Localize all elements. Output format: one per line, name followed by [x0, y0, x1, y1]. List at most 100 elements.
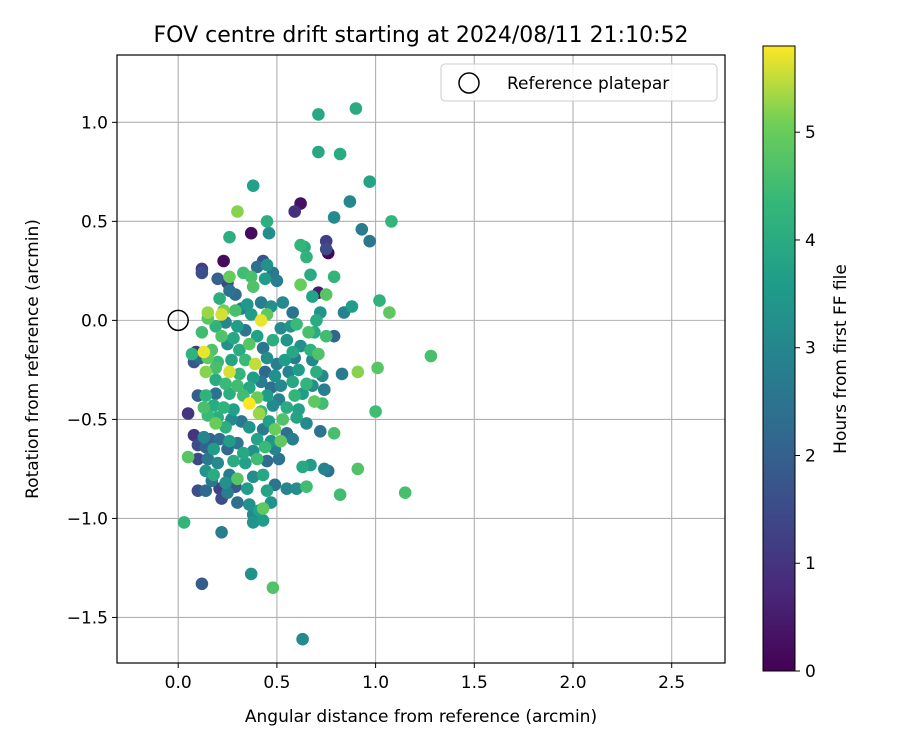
data-point [250, 452, 264, 466]
colorbar-tick-label: 3 [805, 339, 816, 359]
data-point [288, 389, 302, 402]
data-point [314, 425, 327, 438]
data-point [252, 407, 266, 420]
data-point [266, 399, 280, 412]
data-point [199, 389, 213, 402]
y-tick-label: −1.5 [67, 608, 108, 628]
data-point [246, 280, 260, 294]
data-point [260, 454, 274, 468]
data-point [270, 274, 284, 288]
data-point [250, 260, 264, 274]
data-point [260, 258, 274, 272]
data-point [266, 581, 280, 594]
colorbar-tick-label: 4 [805, 231, 816, 251]
data-points [177, 102, 438, 646]
data-point [243, 397, 256, 410]
data-point [199, 365, 213, 379]
data-point [244, 308, 258, 321]
data-point [292, 363, 305, 377]
colorbar-tick-label: 1 [805, 554, 816, 574]
data-point [280, 482, 294, 496]
y-tick-label: 1.0 [81, 113, 108, 133]
data-point [274, 434, 288, 448]
data-point [246, 179, 260, 192]
data-point [195, 326, 209, 339]
data-point [296, 460, 309, 474]
data-point [207, 442, 220, 456]
data-point [187, 428, 201, 442]
data-point [221, 486, 234, 500]
data-point [262, 226, 276, 240]
colorbar: 0 1 2 3 4 5 Hours from first FF file [762, 45, 851, 682]
legend-entry-reference: Reference platepar [507, 74, 669, 94]
y-tick-label: 0.0 [81, 311, 108, 331]
data-point [215, 308, 228, 321]
data-point [231, 205, 244, 218]
data-point [274, 379, 288, 393]
legend-reference-marker [458, 72, 480, 94]
data-point [223, 270, 236, 284]
legend: Reference platepar [440, 63, 718, 102]
data-point [250, 329, 264, 343]
data-point [258, 365, 272, 379]
data-point [256, 514, 270, 527]
data-point [241, 482, 254, 496]
data-point [211, 456, 224, 470]
data-point [424, 349, 438, 363]
y-tick-label: 0.5 [81, 212, 108, 232]
data-point [219, 377, 232, 391]
data-point [308, 395, 321, 408]
data-point [258, 272, 272, 286]
data-point [319, 329, 333, 343]
data-point [209, 373, 222, 387]
data-point [254, 296, 268, 309]
data-point [371, 361, 384, 375]
data-point [223, 434, 236, 448]
data-point [306, 290, 319, 303]
data-point [237, 446, 250, 460]
data-point [223, 365, 236, 379]
data-point [256, 341, 270, 355]
data-point [280, 401, 294, 414]
data-point [197, 430, 211, 444]
data-point [219, 421, 232, 434]
y-axis-ticks: −1.5 −1.0 −0.5 0.0 0.5 1.0 [67, 113, 117, 628]
data-point [290, 482, 303, 496]
data-point [256, 502, 270, 515]
data-point [244, 567, 258, 581]
data-point [223, 387, 236, 401]
data-point [181, 407, 195, 420]
data-point [241, 298, 254, 311]
data-point [227, 403, 240, 416]
data-point [333, 147, 347, 161]
colorbar-tick-label: 2 [805, 446, 816, 466]
data-point [310, 314, 323, 327]
data-point [345, 300, 359, 313]
data-point [250, 432, 264, 446]
data-point [312, 347, 325, 361]
data-point [227, 331, 240, 345]
data-point [290, 411, 303, 424]
data-point [398, 486, 412, 500]
data-point [231, 379, 244, 393]
data-point [229, 304, 242, 317]
data-point [333, 488, 347, 502]
data-point [201, 452, 215, 466]
data-point [260, 215, 274, 228]
x-tick-label: 2.5 [658, 673, 685, 693]
data-point [280, 333, 294, 347]
data-point [272, 452, 286, 466]
data-point [211, 272, 224, 286]
data-point [286, 375, 300, 389]
x-axis-ticks: 0.0 0.5 1.0 1.5 2.0 2.5 [165, 663, 685, 693]
y-tick-label: −0.5 [67, 410, 108, 430]
data-point [248, 357, 262, 371]
data-point [243, 421, 256, 434]
data-point [201, 306, 215, 319]
data-point [207, 399, 220, 412]
data-point [300, 377, 313, 391]
data-point [318, 462, 331, 476]
data-point [312, 145, 325, 159]
data-point [260, 351, 274, 365]
